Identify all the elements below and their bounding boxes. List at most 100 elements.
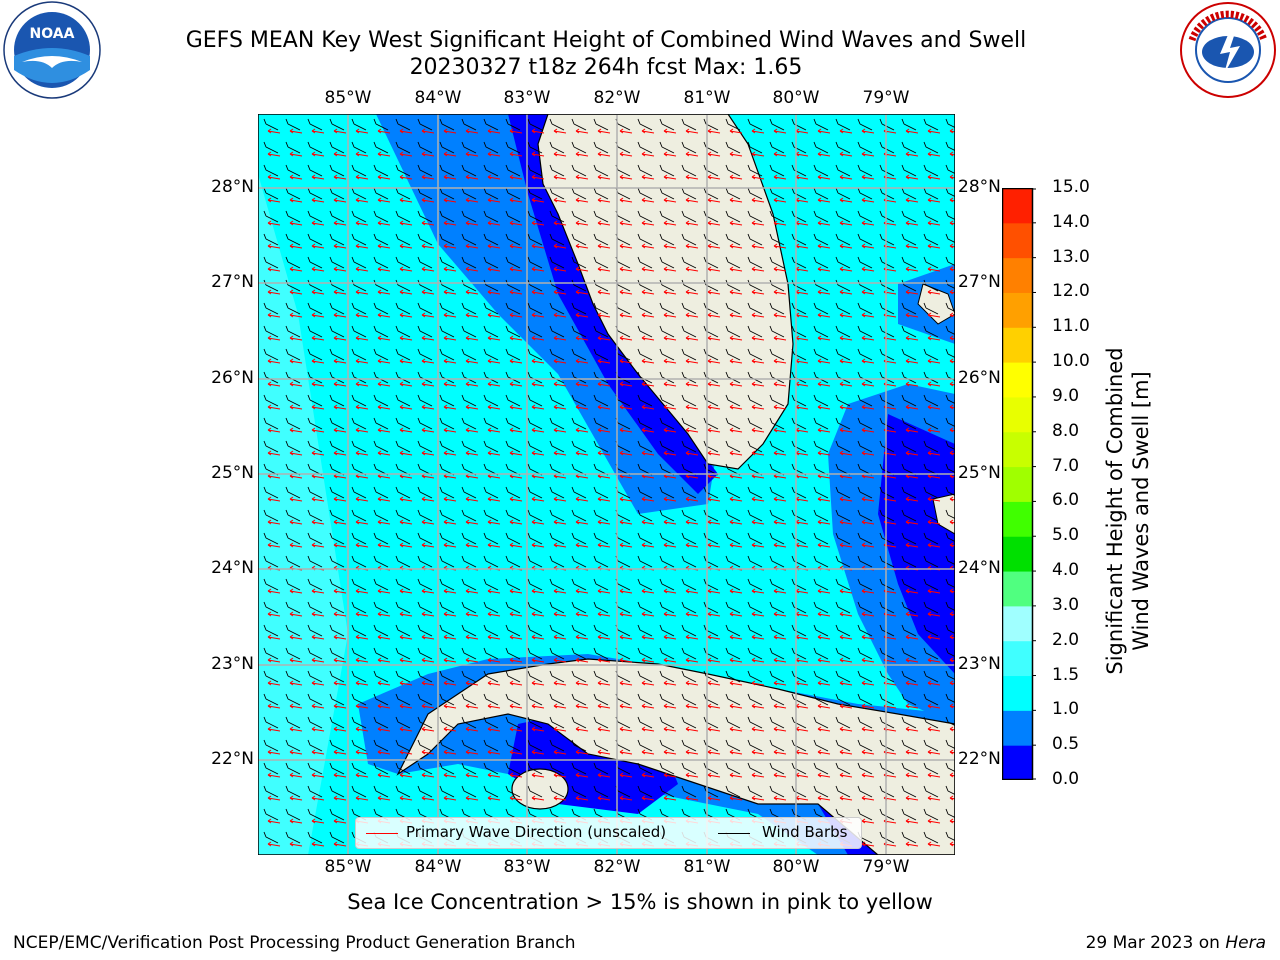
wave-direction-arrow: [311, 151, 325, 157]
wave-direction-arrow: [839, 542, 853, 548]
wave-direction-arrow: [575, 197, 589, 203]
wave-direction-arrow: [575, 312, 589, 318]
lat-label-right: 22°N: [958, 749, 1001, 769]
wave-direction-arrow: [641, 772, 655, 778]
wind-barb: [637, 440, 653, 453]
wave-direction-arrow: [399, 772, 413, 778]
legend-wind-barbs: Wind Barbs: [762, 823, 848, 841]
wind-barb: [439, 187, 455, 200]
wave-direction-arrow: [773, 404, 787, 410]
wind-barb: [703, 670, 719, 683]
wind-barb: [747, 141, 763, 154]
wave-direction-arrow: [333, 220, 347, 226]
wind-barb: [351, 578, 367, 591]
wave-direction-arrow: [619, 289, 633, 295]
wave-direction-arrow: [817, 358, 831, 364]
wind-barb: [593, 785, 609, 798]
wave-direction-arrow: [289, 657, 303, 663]
wave-direction-arrow: [399, 174, 413, 180]
map-panel: [258, 114, 955, 855]
wind-barb: [329, 164, 345, 177]
wave-direction-arrow: [641, 450, 655, 456]
wave-direction-arrow: [399, 634, 413, 640]
wind-barb: [307, 325, 323, 338]
wind-barb: [593, 693, 609, 706]
wave-direction-arrow: [817, 496, 831, 502]
wind-barb: [835, 532, 851, 545]
wind-barb: [923, 371, 939, 384]
wave-direction-arrow: [707, 289, 721, 295]
wind-barb: [439, 417, 455, 430]
lon-label-top: 80°W: [772, 88, 820, 108]
wind-barb: [395, 141, 411, 154]
wind-barb: [351, 394, 367, 407]
wind-barb: [263, 486, 279, 499]
wind-barb: [373, 739, 389, 752]
wave-direction-arrow: [333, 519, 347, 525]
wave-direction-arrow: [641, 358, 655, 364]
wind-barb: [329, 624, 345, 637]
wind-barb: [945, 785, 955, 796]
wave-direction-arrow: [311, 128, 325, 134]
wave-direction-arrow: [421, 772, 435, 778]
wind-barb: [681, 440, 697, 453]
wave-direction-arrow: [333, 358, 347, 364]
wind-barb: [725, 670, 741, 683]
wind-barb: [351, 233, 367, 246]
wind-barb: [527, 670, 543, 683]
wind-barb: [395, 187, 411, 200]
wind-barb: [505, 670, 521, 683]
wave-direction-arrow: [421, 726, 435, 732]
lat-label-left: 24°N: [211, 558, 254, 578]
wave-direction-arrow: [531, 772, 545, 778]
wind-barb: [769, 348, 785, 361]
colorbar-bin: [1002, 292, 1032, 328]
colorbar-tick-label: 15.0: [1052, 177, 1090, 197]
wave-direction-arrow: [355, 657, 369, 663]
lat-label-right: 28°N: [958, 177, 1001, 197]
wave-direction-arrow: [949, 427, 955, 433]
wave-direction-arrow: [685, 289, 699, 295]
wave-direction-arrow: [311, 772, 325, 778]
wind-barb: [417, 187, 433, 200]
wave-direction-arrow: [311, 657, 325, 663]
wave-direction-arrow: [531, 266, 545, 272]
wave-direction-arrow: [663, 588, 677, 594]
wind-barb: [373, 647, 389, 660]
wind-barb: [483, 118, 499, 131]
wind-barb: [549, 417, 565, 430]
wind-barb: [593, 762, 609, 775]
bahamas-land: [917, 283, 955, 325]
wind-barb: [813, 187, 829, 200]
wind-barb: [351, 417, 367, 430]
lat-label-left: 28°N: [211, 177, 254, 197]
wind-barb: [285, 486, 301, 499]
wind-barb: [417, 601, 433, 614]
wave-direction-arrow: [839, 427, 853, 433]
wind-barb: [263, 693, 279, 706]
wind-barb: [263, 578, 279, 591]
wave-direction-arrow: [531, 726, 545, 732]
wave-direction-arrow: [553, 496, 567, 502]
wave-direction-arrow: [619, 151, 633, 157]
wind-barb: [571, 325, 587, 338]
wind-barb: [285, 187, 301, 200]
wind-barb: [549, 762, 565, 775]
wave-direction-arrow: [289, 749, 303, 755]
wave-direction-arrow: [817, 243, 831, 249]
wind-barb: [923, 831, 939, 844]
wind-barb: [483, 187, 499, 200]
sea-ice-note: Sea Ice Concentration > 15% is shown in …: [347, 890, 933, 914]
wind-barb: [769, 647, 785, 660]
wind-barb: [571, 716, 587, 729]
wave-direction-arrow: [289, 381, 303, 387]
wave-direction-arrow: [289, 174, 303, 180]
lat-label-right: 27°N: [958, 272, 1001, 292]
wind-barb: [395, 325, 411, 338]
wave-direction-arrow: [905, 634, 919, 640]
wind-barb: [285, 716, 301, 729]
wind-barb: [439, 693, 455, 706]
wind-barb: [725, 578, 741, 591]
wave-direction-arrow: [333, 818, 347, 824]
wave-zone-atlantic-low: [878, 414, 955, 674]
